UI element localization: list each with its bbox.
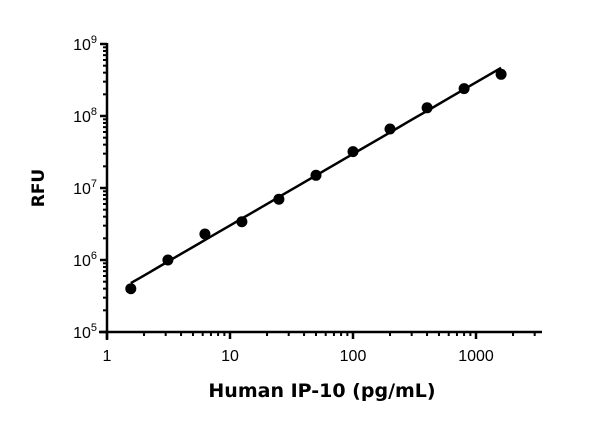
x-tick-label: 100	[340, 348, 367, 365]
data-point	[273, 193, 285, 205]
y-tick-label: 106	[73, 250, 97, 270]
x-axis-title: Human IP-10 (pg/mL)	[208, 380, 435, 402]
data-points	[125, 68, 507, 295]
data-point	[495, 68, 507, 80]
data-point	[384, 123, 396, 135]
y-tick-label: 109	[73, 34, 97, 54]
x-tick-label: 10	[221, 348, 239, 365]
x-axis: 1 10 100 1000	[99, 330, 542, 365]
y-tick-label: 105	[73, 322, 97, 342]
x-tick-label: 1000	[458, 348, 494, 365]
data-point	[125, 283, 137, 295]
data-point	[162, 254, 174, 266]
data-point	[458, 83, 470, 95]
x-tick-label: 1	[103, 348, 112, 365]
data-point	[236, 216, 248, 228]
y-axis: 105 106 107 108 109	[73, 34, 109, 342]
data-point	[421, 102, 433, 114]
data-point	[347, 146, 359, 158]
y-axis-title: RFU	[29, 169, 49, 208]
data-point	[199, 228, 211, 240]
y-tick-label: 107	[73, 178, 97, 198]
y-tick-label: 108	[73, 106, 97, 126]
data-point	[310, 169, 322, 181]
